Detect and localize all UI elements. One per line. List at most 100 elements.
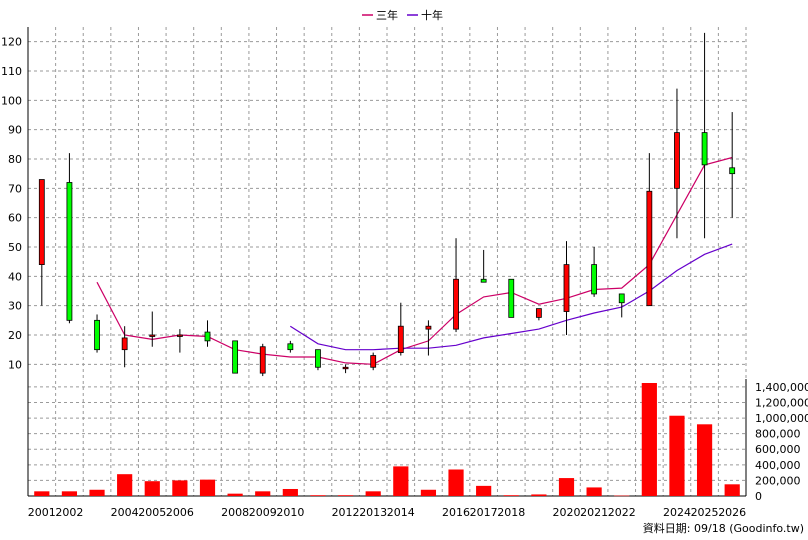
volume-tick-label: 400,000 bbox=[755, 459, 801, 472]
x-axis: 2001 2002 2004 2005 2006 2008 2009 2010 2012 2013… bbox=[28, 506, 746, 519]
price-tick-label: 100 bbox=[1, 94, 22, 107]
x-tick-label: 2018 bbox=[497, 506, 525, 519]
price-tick-label: 20 bbox=[8, 329, 22, 342]
volume-bar bbox=[558, 478, 575, 496]
volume-bar bbox=[696, 424, 713, 496]
price-tick-label: 30 bbox=[8, 300, 22, 313]
volume-bar bbox=[641, 383, 657, 496]
candle-body bbox=[535, 308, 542, 318]
x-tick-label: 2004 bbox=[111, 506, 139, 519]
x-tick-label: 2016 bbox=[442, 506, 470, 519]
candle-body bbox=[674, 132, 680, 189]
candle-body bbox=[149, 334, 156, 337]
ma-3y-line bbox=[96, 156, 733, 365]
x-tick-label: 2002 bbox=[55, 506, 83, 519]
x-tick-label: 2012 bbox=[332, 506, 360, 519]
x-tick-label: 2009 bbox=[249, 506, 277, 519]
candle-body bbox=[38, 179, 45, 266]
price-tick-label: 120 bbox=[1, 36, 22, 49]
price-axis: 10 20 30 40 50 60 70 80 90 100 110 120 bbox=[1, 36, 22, 372]
candle-body bbox=[66, 182, 73, 321]
candle-body bbox=[315, 349, 321, 368]
legend-3y-label: 三年 bbox=[376, 8, 398, 22]
volume-tick-label: 1,200,000 bbox=[755, 396, 808, 409]
candle-body bbox=[591, 264, 598, 295]
x-tick-label: 2025 bbox=[691, 506, 719, 519]
price-tick-label: 60 bbox=[8, 212, 22, 225]
price-tick-label: 40 bbox=[8, 270, 22, 283]
candle-body bbox=[121, 337, 128, 351]
volume-bar bbox=[614, 495, 630, 497]
price-tick-label: 70 bbox=[8, 182, 22, 195]
candle-body bbox=[480, 278, 487, 283]
candle-body bbox=[94, 319, 100, 351]
x-tick-label: 2022 bbox=[608, 506, 636, 519]
x-tick-label: 2010 bbox=[276, 506, 304, 519]
volume-bar bbox=[255, 491, 271, 496]
ma-10y-line bbox=[289, 243, 733, 351]
candle-body bbox=[287, 343, 294, 351]
volume-bar bbox=[448, 469, 464, 496]
x-tick-label: 2024 bbox=[663, 506, 691, 519]
candle-body bbox=[370, 355, 377, 368]
price-tick-label: 110 bbox=[1, 65, 22, 78]
volume-tick-label: 1,000,000 bbox=[755, 412, 808, 425]
candle-body bbox=[232, 340, 239, 374]
volume-bar bbox=[476, 485, 492, 496]
x-tick-label: 2013 bbox=[359, 506, 387, 519]
volume-bar bbox=[117, 474, 133, 496]
x-tick-label: 2001 bbox=[28, 506, 56, 519]
candlesticks bbox=[38, 32, 736, 377]
candle-body bbox=[563, 264, 570, 312]
price-tick-label: 80 bbox=[8, 153, 22, 166]
x-tick-label: 2006 bbox=[166, 506, 194, 519]
x-tick-label: 2014 bbox=[387, 506, 415, 519]
volume-bars bbox=[34, 383, 740, 497]
candle-body bbox=[204, 331, 211, 342]
moving-average-lines bbox=[96, 156, 733, 365]
x-tick-label: 2017 bbox=[470, 506, 498, 519]
candle-body bbox=[453, 278, 459, 330]
volume-tick-label: 1,400,000 bbox=[755, 381, 808, 394]
x-tick-label: 2008 bbox=[221, 506, 249, 519]
volume-bar bbox=[34, 491, 50, 496]
volume-tick-label: 600,000 bbox=[755, 443, 801, 456]
volume-bar bbox=[227, 493, 243, 496]
volume-bar bbox=[172, 480, 188, 496]
candle-body bbox=[397, 325, 404, 354]
price-tick-label: 50 bbox=[8, 241, 22, 254]
candle-body bbox=[508, 278, 515, 318]
volume-bar bbox=[310, 495, 326, 496]
volume-bar bbox=[282, 488, 298, 496]
grid bbox=[27, 27, 747, 497]
volume-bar bbox=[61, 491, 78, 496]
volume-bar bbox=[365, 491, 381, 496]
volume-axis: 0 200,000 400,000 600,000 800,000 1,000,000 1,… bbox=[755, 381, 808, 503]
volume-bar bbox=[199, 479, 216, 496]
x-tick-label: 2005 bbox=[138, 506, 166, 519]
footer-source: 資料日期: 09/18 (Goodinfo.tw) bbox=[643, 521, 804, 535]
volume-bar bbox=[393, 466, 409, 496]
candle-body bbox=[176, 334, 183, 337]
x-tick-label: 2020 bbox=[553, 506, 581, 519]
volume-bar bbox=[724, 484, 740, 496]
volume-bar bbox=[531, 494, 547, 496]
candle-body bbox=[618, 293, 625, 304]
volume-bar bbox=[89, 489, 105, 496]
x-tick-label: 2021 bbox=[580, 506, 608, 519]
volume-bar bbox=[669, 415, 685, 496]
candle-body bbox=[701, 132, 708, 166]
candle-body bbox=[342, 366, 349, 370]
x-tick-label: 2026 bbox=[718, 506, 746, 519]
candle-body bbox=[259, 346, 266, 374]
candle-body bbox=[425, 325, 432, 330]
volume-bar bbox=[337, 495, 354, 496]
candle-body bbox=[646, 190, 653, 307]
legend-10y-label: 十年 bbox=[421, 8, 443, 22]
volume-bar bbox=[144, 481, 160, 496]
volume-bar bbox=[586, 487, 602, 496]
volume-tick-label: 800,000 bbox=[755, 428, 801, 441]
volume-tick-label: 0 bbox=[755, 490, 762, 503]
volume-tick-label: 200,000 bbox=[755, 474, 801, 487]
